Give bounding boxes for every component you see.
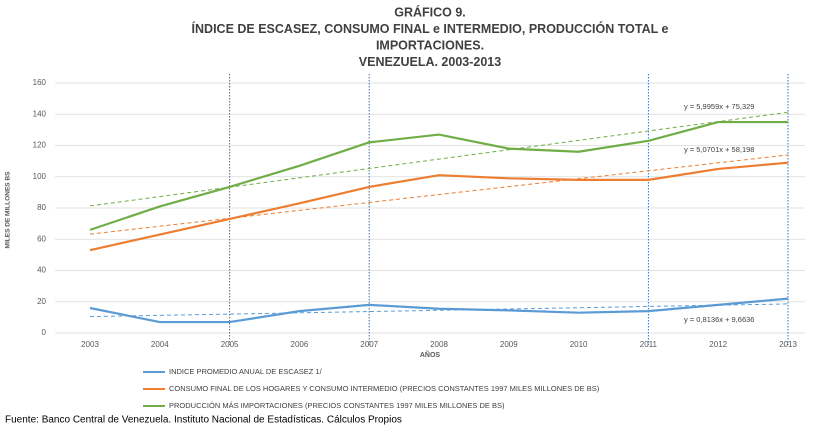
x-tick-label: 2003 xyxy=(81,340,99,349)
chart-title: GRÁFICO 9. xyxy=(394,4,466,19)
y-axis-label: MILES DE MILLONES BS xyxy=(5,171,12,249)
y-tick-label: 80 xyxy=(37,203,46,212)
y-tick-label: 120 xyxy=(33,141,47,150)
trendline xyxy=(89,111,789,207)
x-tick-label: 2012 xyxy=(709,340,727,349)
chart-title: IMPORTACIONES. xyxy=(376,38,484,52)
trendline-label: y = 0,8136x + 9,6636 xyxy=(684,315,754,324)
trendline xyxy=(89,303,789,318)
legend-label: PRODUCCIÓN MÁS IMPORTACIONES (PRECIOS CO… xyxy=(169,401,505,410)
trendline-label: y = 5,9959x + 75,329 xyxy=(684,102,754,111)
y-tick-label: 60 xyxy=(37,234,46,243)
x-tick-label: 2010 xyxy=(570,340,588,349)
line xyxy=(89,297,789,324)
x-tick-label: 2006 xyxy=(291,340,309,349)
y-tick-label: 20 xyxy=(37,297,46,306)
x-tick-label: 2008 xyxy=(430,340,448,349)
x-tick-label: 2009 xyxy=(500,340,518,349)
trendline xyxy=(89,154,789,235)
chart-title: VENEZUELA. 2003-2013 xyxy=(359,55,501,69)
y-tick-label: 160 xyxy=(33,78,47,87)
trendline-label: y = 5,0701x + 58,198 xyxy=(684,145,754,154)
y-tick-label: 100 xyxy=(33,172,47,181)
y-tick-label: 40 xyxy=(37,266,46,275)
legend-label: INDICE PROMEDIO ANUAL DE ESCASEZ 1/ xyxy=(169,367,323,376)
y-tick-label: 0 xyxy=(42,328,47,337)
chart-title: ÍNDICE DE ESCASEZ, CONSUMO FINAL e INTER… xyxy=(192,21,669,36)
source: Fuente: Banco Central de Venezuela. Inst… xyxy=(5,415,402,426)
x-axis-label: AÑOS xyxy=(420,350,441,359)
line xyxy=(89,161,789,252)
x-tick-label: 2004 xyxy=(151,340,169,349)
line xyxy=(89,120,788,231)
y-tick-label: 140 xyxy=(33,109,47,118)
legend-label: CONSUMO FINAL DE LOS HOGARES Y CONSUMO I… xyxy=(169,384,600,393)
